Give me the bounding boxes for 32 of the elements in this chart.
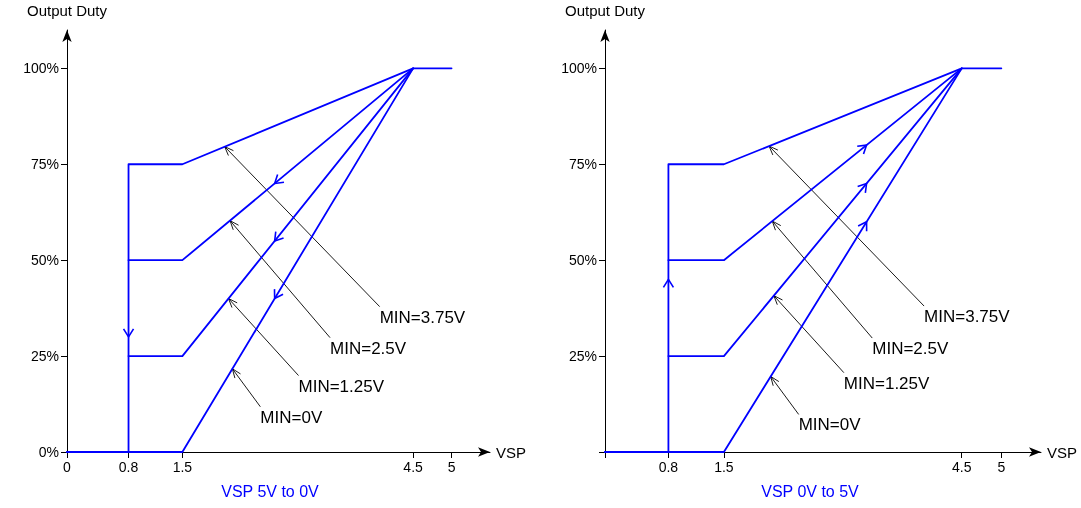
x-tick-label: 1.5 <box>172 459 193 475</box>
x-tick-label: 4.5 <box>403 459 424 475</box>
annotation: MIN=1.25V <box>843 373 931 393</box>
x-tick-label: 5 <box>997 459 1006 475</box>
y-tick-label: 100% <box>23 60 59 77</box>
y-axis-title: Output Duty <box>564 2 646 19</box>
annotation: MIN=1.25V <box>298 376 385 396</box>
y-tick-label: 0% <box>38 444 59 460</box>
y-axis-title: Output Duty <box>26 2 108 19</box>
x-tick-label: 4.5 <box>951 459 972 475</box>
y-tick-label: 75% <box>30 156 59 173</box>
y-tick-label: 50% <box>568 252 597 269</box>
x-tick-label: 0 <box>63 459 72 475</box>
x-axis-title: VSP <box>496 443 527 461</box>
annotation: MIN=3.75V <box>924 307 1011 327</box>
annotation: MIN=0V <box>260 407 323 427</box>
text: VSP 5V to 0V <box>221 482 320 500</box>
annotation: MIN=0V <box>798 415 862 435</box>
x-tick-label: 0.8 <box>658 459 679 475</box>
x-tick-label: 5 <box>447 459 456 475</box>
y-tick-label: 25% <box>30 348 59 365</box>
y-tick-label: 50% <box>30 252 59 269</box>
x-axis-title: VSP <box>1046 443 1077 461</box>
x-tick-label: 1.5 <box>714 459 734 475</box>
annotation: MIN=2.5V <box>330 338 407 358</box>
y-tick-label: 25% <box>568 348 597 365</box>
y-tick-label: 75% <box>568 156 597 173</box>
annotation: MIN=2.5V <box>872 339 949 359</box>
x-tick-label: 0.8 <box>118 459 139 475</box>
y-tick-label: 100% <box>561 60 597 77</box>
annotation: MIN=3.75V <box>379 307 466 327</box>
text: VSP 0V to 5V <box>761 482 860 500</box>
